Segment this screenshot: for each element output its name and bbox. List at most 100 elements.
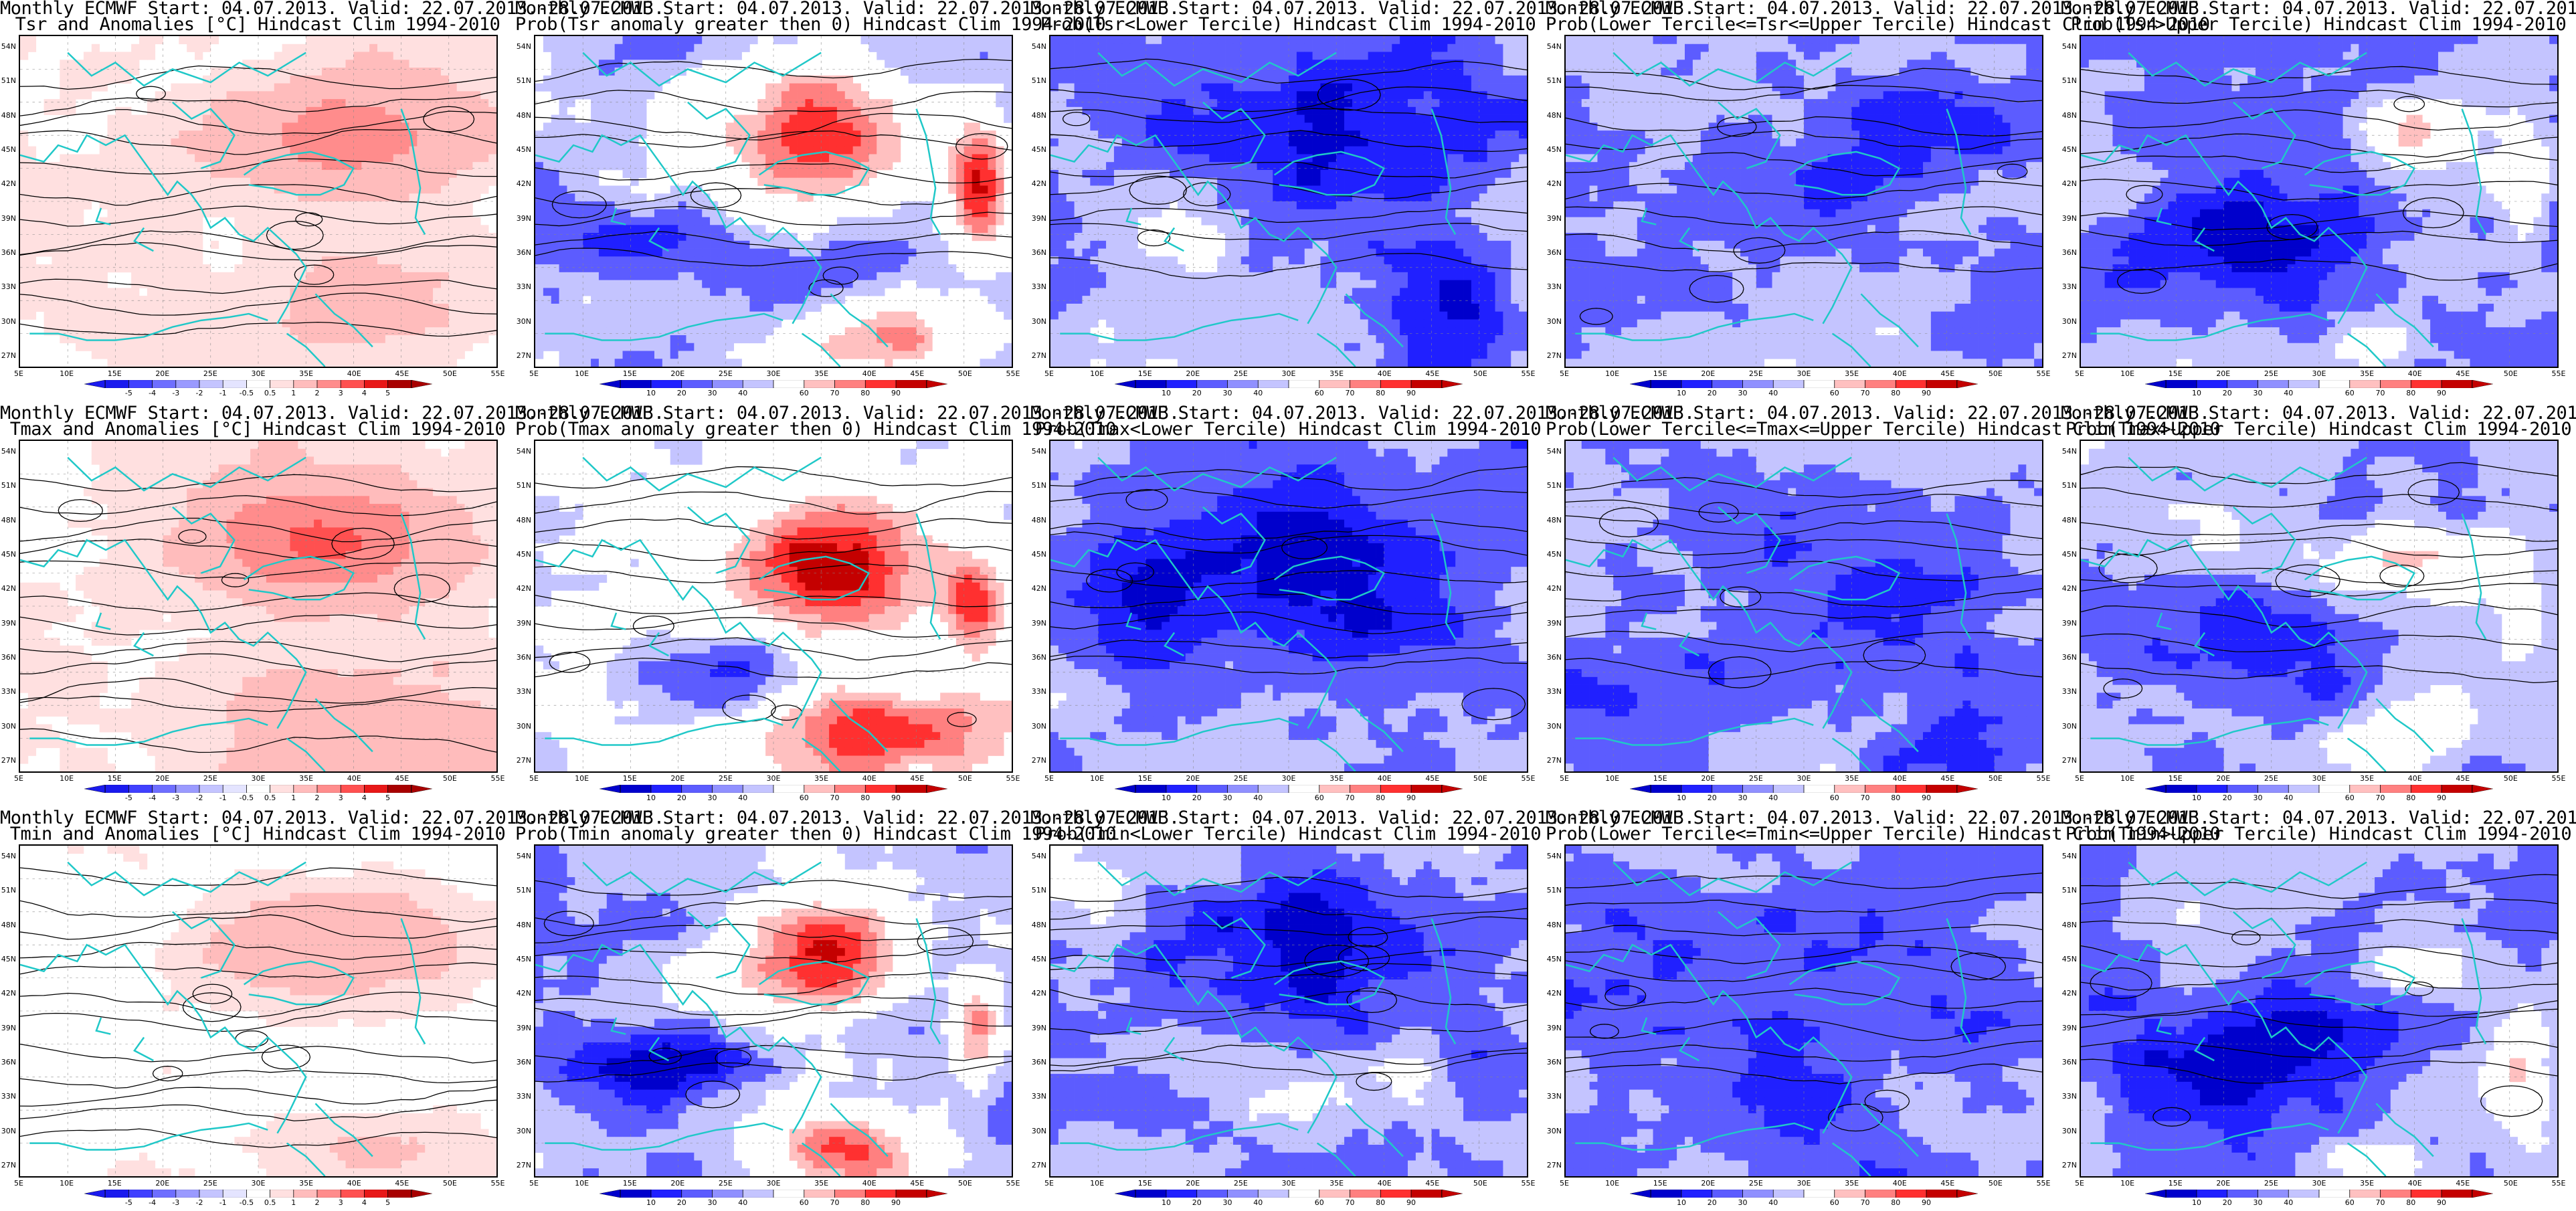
field-cell	[988, 178, 996, 186]
field-cell	[282, 288, 290, 296]
field-cell	[765, 107, 773, 115]
field-cell	[1122, 115, 1130, 123]
field-cell	[615, 76, 623, 84]
field-cell	[535, 304, 543, 312]
field-cell	[258, 122, 266, 130]
field-cell	[76, 193, 84, 201]
field-cell	[52, 178, 60, 186]
field-cell	[195, 256, 203, 264]
field-cell	[829, 99, 837, 107]
field-cell	[821, 256, 829, 264]
field-cell	[1479, 91, 1487, 99]
field-cell	[472, 288, 480, 296]
field-cell	[433, 264, 441, 272]
field-cell	[449, 272, 457, 280]
field-cell	[369, 60, 377, 68]
colorbar	[600, 380, 947, 388]
field-cell	[36, 185, 44, 193]
field-cell	[433, 359, 441, 367]
colorbar-swatch	[128, 380, 152, 388]
field-cell	[465, 147, 473, 155]
lon-tick-label: 25E	[712, 369, 739, 378]
field-cell	[694, 288, 702, 296]
field-cell	[68, 241, 76, 249]
field-cell	[1376, 99, 1384, 107]
field-cell	[108, 225, 116, 233]
field-cell	[401, 304, 409, 312]
field-cell	[385, 280, 393, 288]
field-cell	[60, 99, 68, 107]
field-cell	[187, 162, 195, 170]
field-cell	[996, 170, 1004, 178]
field-cell	[377, 170, 385, 178]
field-cell	[306, 185, 314, 193]
field-cell	[726, 327, 734, 335]
field-cell	[258, 107, 266, 115]
field-cell	[409, 44, 417, 52]
colorbar-label: 5	[378, 389, 398, 397]
field-cell	[274, 272, 282, 280]
field-cell	[234, 154, 242, 162]
field-cell	[369, 147, 377, 155]
field-cell	[996, 351, 1004, 359]
field-cell	[338, 201, 346, 209]
field-cell	[100, 162, 108, 170]
field-cell	[1479, 76, 1487, 84]
field-cell	[115, 359, 123, 367]
colorbar-swatch	[223, 380, 246, 388]
field-cell	[20, 312, 28, 320]
field-cell	[298, 233, 306, 241]
field-cell	[996, 201, 1004, 209]
field-cell	[1233, 60, 1241, 68]
field-cell	[559, 44, 567, 52]
field-cell	[123, 225, 131, 233]
field-cell	[1249, 36, 1257, 44]
field-cell	[227, 185, 235, 193]
field-cell	[1328, 138, 1336, 147]
field-cell	[401, 154, 409, 162]
field-cell	[171, 264, 179, 272]
field-cell	[813, 91, 821, 99]
field-cell	[282, 76, 290, 84]
field-cell	[211, 185, 219, 193]
field-cell	[250, 264, 258, 272]
field-cell	[425, 288, 433, 296]
field-cell	[757, 280, 765, 288]
field-cell	[163, 272, 171, 280]
field-cell	[1154, 122, 1162, 130]
field-cell	[76, 304, 84, 312]
field-cell	[385, 319, 393, 327]
field-cell	[480, 288, 488, 296]
field-cell	[805, 264, 813, 272]
field-cell	[353, 272, 361, 280]
field-cell	[131, 60, 139, 68]
field-cell	[409, 68, 417, 76]
field-cell	[258, 84, 266, 92]
field-cell	[845, 147, 853, 155]
field-cell	[798, 115, 806, 123]
field-cell	[623, 91, 631, 99]
field-cell	[670, 44, 678, 52]
field-cell	[1186, 44, 1194, 52]
field-cell	[139, 185, 147, 193]
field-cell	[457, 335, 465, 343]
field-cell	[290, 304, 298, 312]
field-cell	[543, 343, 551, 351]
field-cell	[171, 209, 179, 217]
field-cell	[607, 351, 615, 359]
field-cell	[449, 147, 457, 155]
field-cell	[734, 241, 742, 249]
field-cell	[662, 44, 670, 52]
field-cell	[686, 264, 694, 272]
field-cell	[465, 115, 473, 123]
field-cell	[441, 327, 449, 335]
field-cell	[1439, 107, 1447, 115]
field-cell	[630, 296, 638, 304]
field-cell	[417, 241, 425, 249]
field-cell	[361, 170, 369, 178]
field-cell	[108, 319, 116, 327]
lat-tick-label: 30N	[0, 317, 16, 326]
field-cell	[757, 335, 765, 343]
field-cell	[757, 272, 765, 280]
field-cell	[734, 52, 742, 60]
